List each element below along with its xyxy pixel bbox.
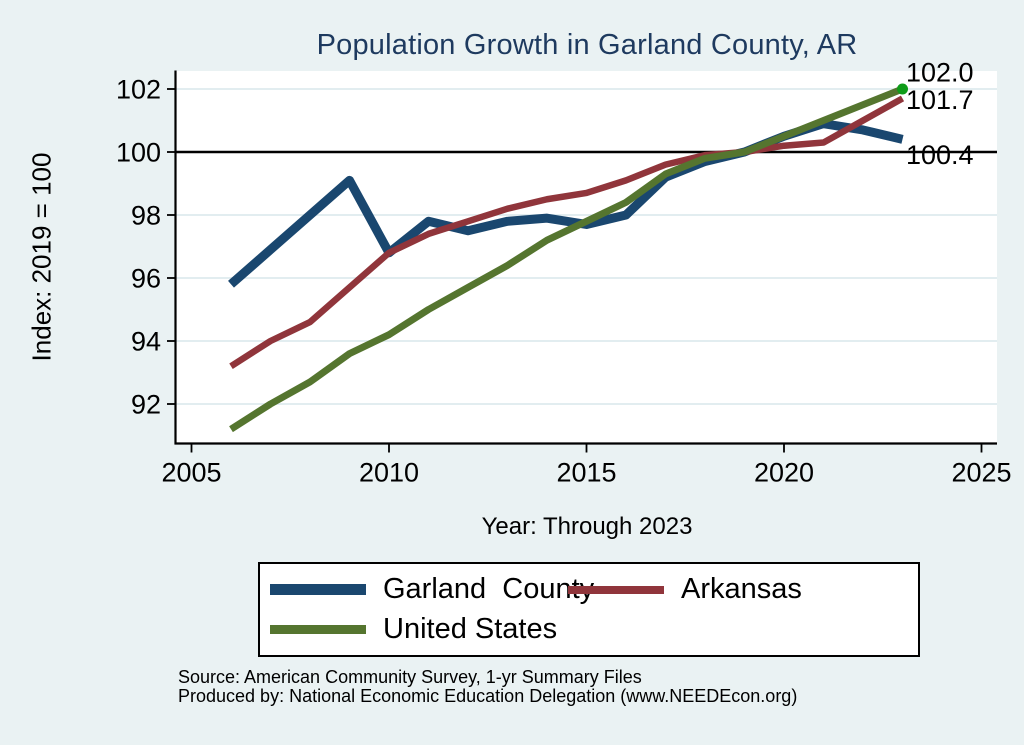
y-tick-label-100: 100 — [116, 138, 161, 168]
y-tick-label-96: 96 — [131, 264, 161, 294]
x-tick-label-2015: 2015 — [556, 458, 616, 488]
legend-item-united-states: United States — [270, 610, 568, 649]
end-label-garland-county: 100.4 — [906, 140, 974, 170]
x-axis-title: Year: Through 2023 — [481, 513, 693, 540]
legend-label-garland-county: Garland County — [383, 573, 595, 605]
legend-label-arkansas: Arkansas — [681, 573, 802, 605]
y-tick-label-94: 94 — [131, 327, 161, 357]
end-label-arkansas: 101.7 — [906, 85, 974, 115]
source-line-2: Produced by: National Economic Education… — [178, 686, 798, 706]
series-line-arkansas — [229, 95, 905, 369]
x-tick-label-2020: 2020 — [754, 458, 814, 488]
x-tick-label-2025: 2025 — [951, 458, 1011, 488]
series-line-united-states — [229, 85, 904, 433]
end-marker-united-states — [897, 83, 908, 95]
x-tick-label-2005: 2005 — [161, 458, 221, 488]
legend-item-garland-county: Garland County — [270, 570, 594, 609]
legend-swatch-garland-county — [270, 584, 366, 595]
legend-swatch-arkansas — [568, 585, 664, 594]
source-note: Source: American Community Survey, 1-yr … — [178, 668, 797, 706]
end-label-united-states: 102.0 — [906, 58, 974, 88]
legend-label-united-states: United States — [383, 613, 558, 645]
y-tick-label-98: 98 — [131, 201, 161, 231]
source-line-1: Source: American Community Survey, 1-yr … — [178, 667, 642, 687]
legend-swatch-united-states — [270, 625, 366, 634]
y-tick-label-102: 102 — [116, 75, 161, 105]
chart-title: Population Growth in Garland County, AR — [316, 29, 858, 61]
x-tick-label-2010: 2010 — [359, 458, 419, 488]
legend-item-arkansas: Arkansas — [568, 570, 918, 609]
legend: Garland County Arkansas United States — [258, 562, 920, 657]
y-tick-label-92: 92 — [131, 390, 161, 420]
